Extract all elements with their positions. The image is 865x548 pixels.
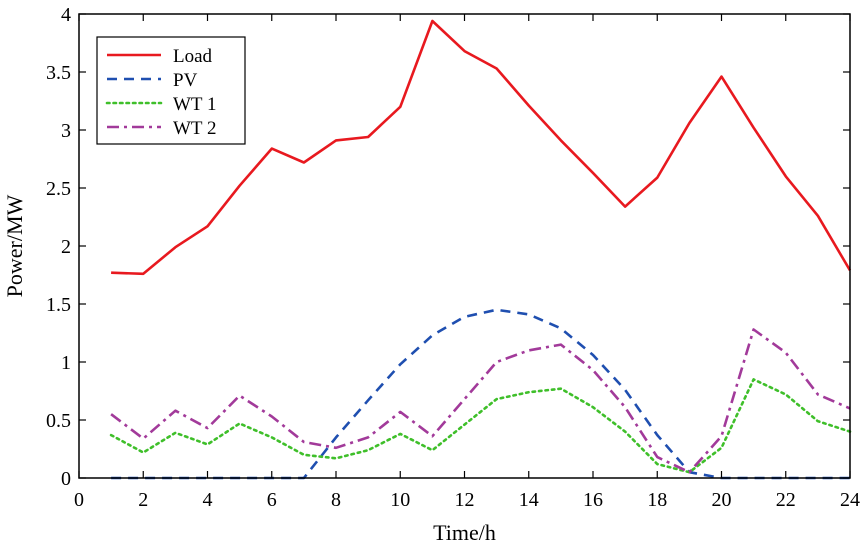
x-tick-label: 18 xyxy=(647,489,667,511)
series-line-4 xyxy=(110,328,851,474)
x-tick-label: 24 xyxy=(840,489,860,511)
y-tick-label: 2 xyxy=(61,236,71,258)
y-axis-title: Power/MW xyxy=(2,194,27,297)
y-tick-label: 1 xyxy=(61,352,71,374)
x-tick-label: 2 xyxy=(138,489,148,511)
legend-box xyxy=(96,36,246,145)
y-tick-label: 0.5 xyxy=(46,410,71,432)
x-tick-label: 20 xyxy=(712,489,732,511)
legend-label-2: PV xyxy=(173,70,198,91)
x-tick-label: 6 xyxy=(267,489,277,511)
x-axis-title: Time/h xyxy=(433,520,496,545)
x-tick-label: 14 xyxy=(519,489,539,511)
y-tick-label: 0 xyxy=(61,468,71,490)
x-tick-label: 16 xyxy=(583,489,603,511)
x-tick-label: 4 xyxy=(203,489,213,511)
y-tick-label: 4 xyxy=(61,4,71,26)
y-tick-label: 1.5 xyxy=(46,294,71,316)
series-line-2 xyxy=(111,308,850,480)
y-tick-label: 3 xyxy=(61,120,71,142)
legend-items: Load PV WT 1 WT 2 xyxy=(105,46,216,139)
legend-label-1: Load xyxy=(173,46,213,67)
y-tick-label: 2.5 xyxy=(46,178,71,200)
x-tick-label: 10 xyxy=(390,489,410,511)
x-tick-label: 12 xyxy=(455,489,475,511)
x-tick-label: 22 xyxy=(776,489,796,511)
legend-label-3: WT 1 xyxy=(173,94,216,115)
series-line-3 xyxy=(109,378,852,474)
legend-label-4: WT 2 xyxy=(173,118,216,139)
legend: Load PV WT 1 WT 2 xyxy=(96,36,246,145)
axis-ticks xyxy=(78,13,851,479)
y-tick-label: 3.5 xyxy=(46,62,71,84)
series-line-1 xyxy=(111,19,852,276)
x-tick-label: 8 xyxy=(331,489,341,511)
x-tick-label: 0 xyxy=(74,489,84,511)
